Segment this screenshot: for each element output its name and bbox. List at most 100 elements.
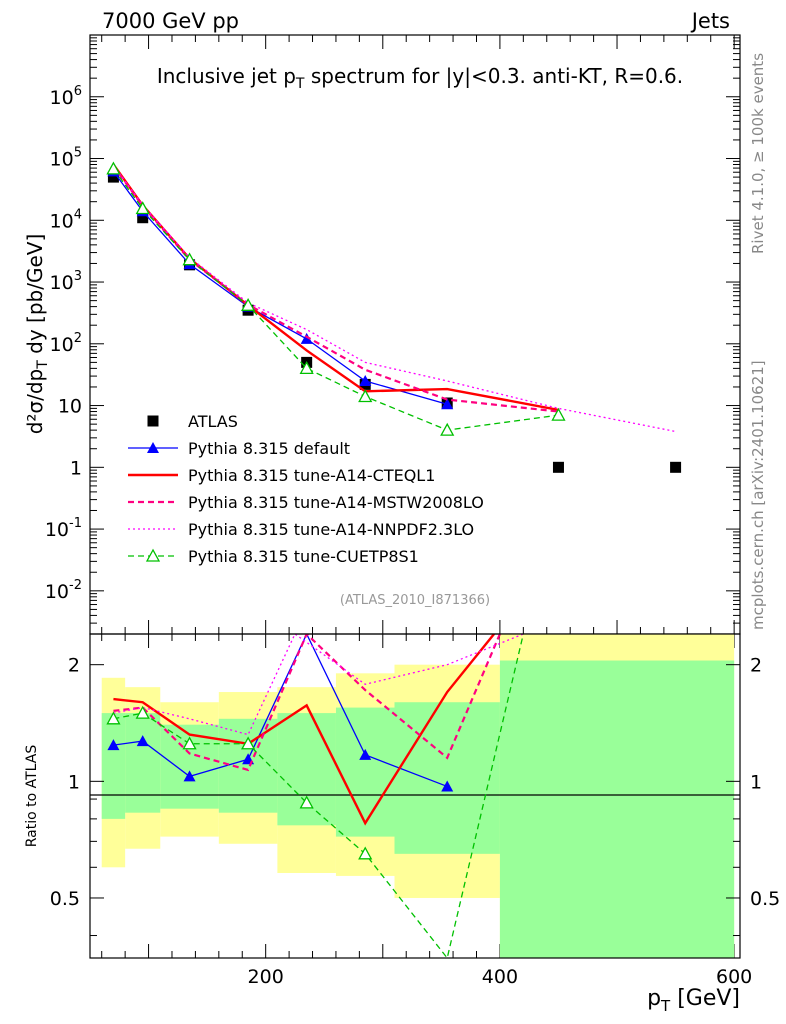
ratio-line	[113, 634, 524, 736]
x-tick-label: 200	[248, 966, 284, 988]
series-pythia-8-315-tune-a14-nnpdf2-3lo	[112, 164, 676, 433]
data-point	[359, 748, 372, 760]
data-point	[107, 171, 119, 183]
band-1sigma	[125, 713, 161, 813]
ratio-y-tick-label: 2	[68, 655, 80, 677]
main-axes: 10-2 10-1 1 10 102 103 104 105 106	[45, 34, 740, 958]
series-line	[112, 165, 559, 413]
data-point	[552, 461, 564, 473]
analysis-tag: (ATLAS_2010_I871366)	[340, 593, 490, 608]
series-pythia-8-315-tune-cuetp8s1	[106, 161, 566, 436]
y-tick-label: 103	[50, 269, 82, 294]
main-plot-panel: 10-2 10-1 1 10 102 103 104 105 106 Inclusive jet…	[23, 34, 741, 958]
legend-label: Pythia 8.315 tune-A14-NNPDF2.3LO	[188, 520, 474, 539]
energy-label: 7000 GeV pp	[102, 9, 239, 33]
ratio-y-tick-label-right: 1	[750, 771, 762, 793]
data-point	[182, 252, 197, 266]
data-point	[241, 297, 256, 311]
legend-entry: ATLAS	[147, 412, 238, 431]
legend-label: Pythia 8.315 tune-CUETP8S1	[188, 547, 419, 566]
series-line	[112, 164, 676, 433]
band-1sigma	[218, 718, 278, 813]
data-point	[358, 846, 373, 860]
x-tick-label: 400	[482, 966, 518, 988]
band-1sigma	[394, 702, 500, 854]
x-axis-label: pT [GeV]	[647, 986, 740, 1015]
data-point	[183, 770, 196, 782]
data-point	[241, 736, 256, 750]
data-point	[359, 374, 372, 386]
series-line	[112, 168, 559, 431]
data-point	[441, 398, 454, 410]
y-tick-label: 1	[70, 457, 82, 479]
ratio-y-tick-label: 0.5	[50, 888, 80, 910]
ratio-series-pythia-8-315-tune-a14-cteql1	[113, 634, 495, 826]
data-point	[106, 161, 121, 175]
x-tick-label: 600	[716, 966, 752, 988]
data-point	[551, 407, 566, 421]
series-pythia-8-315-tune-a14-cteql1	[112, 163, 559, 412]
y-tick-label: 10-2	[45, 578, 82, 603]
y-tick-label: 10-1	[45, 516, 82, 541]
data-point	[182, 736, 197, 750]
legend-entry: Pythia 8.315 tune-CUETP8S1	[128, 547, 419, 566]
y-tick-label: 106	[50, 84, 82, 109]
series-line	[112, 170, 448, 405]
band-1sigma	[101, 713, 126, 819]
legend-entry: Pythia 8.315 tune-A14-CTEQL1	[128, 466, 435, 485]
data-point	[147, 415, 159, 427]
band-1sigma	[335, 707, 395, 837]
ratio-plot-panel: 0.5 0.5 1 1 2 2 200 400 600 Ratio to ATLAS pT [G…	[24, 633, 780, 1015]
y-tick-label: 102	[50, 331, 82, 356]
main-plot-frame	[89, 34, 741, 635]
ratio-y-tick-label: 1	[68, 771, 80, 793]
ratio-uncertainty-bands	[101, 634, 735, 958]
legend-entry: Pythia 8.315 tune-A14-NNPDF2.3LO	[128, 520, 474, 539]
y-axis-label: d²σ/dpT dy [pb/GeV]	[23, 234, 51, 435]
data-point	[145, 548, 161, 562]
ratio-y-tick-label-right: 0.5	[750, 888, 780, 910]
ratio-series-pythia-8-315-tune-a14-nnpdf2-3lo	[113, 634, 524, 736]
series-pythia-8-315-tune-a14-mstw2008lo	[112, 165, 559, 413]
ratio-line	[113, 634, 524, 958]
chart-title: Inclusive jet pT spectrum for |y|<0.3. a…	[157, 64, 683, 92]
process-label: Jets	[690, 9, 730, 33]
legend-entry: Pythia 8.315 default	[128, 439, 350, 458]
series-line	[112, 163, 559, 412]
legend-entry: Pythia 8.315 tune-A14-MSTW2008LO	[128, 493, 484, 512]
band-1sigma	[499, 660, 735, 958]
series-pythia-8-315-default	[107, 165, 454, 410]
data-point	[670, 461, 682, 473]
ratio-line	[113, 634, 501, 772]
data-point	[147, 442, 159, 453]
data-point	[137, 212, 149, 224]
legend-label: Pythia 8.315 tune-A14-MSTW2008LO	[188, 493, 484, 512]
data-point	[299, 795, 314, 809]
y-tick-label: 104	[50, 207, 82, 232]
legend-label: Pythia 8.315 tune-A14-CTEQL1	[188, 466, 435, 485]
data-point	[107, 739, 120, 751]
y-tick-label: 10	[58, 396, 82, 418]
ratio-y-axis-label: Ratio to ATLAS	[24, 745, 40, 848]
y-tick-label: 105	[50, 146, 82, 171]
legend-label: Pythia 8.315 default	[188, 439, 350, 458]
ratio-y-tick-label-right: 2	[750, 655, 762, 677]
data-point	[441, 780, 454, 792]
ratio-line	[113, 634, 495, 826]
mcplots-label: mcplots.cern.ch [arXiv:2401.10621]	[749, 360, 767, 630]
ratio-series-pythia-8-315-tune-a14-mstw2008lo	[113, 634, 501, 772]
rivet-version-label: Rivet 4.1.0, ≥ 100k events	[749, 53, 767, 254]
data-point	[136, 735, 149, 747]
ratio-series-layer	[106, 634, 524, 958]
data-point	[300, 332, 313, 344]
data-point	[299, 361, 314, 375]
legend: ATLAS Pythia 8.315 default Pythia 8.315 tu…	[128, 412, 484, 566]
data-point	[135, 201, 150, 215]
data-point	[440, 422, 455, 436]
data-point	[358, 389, 373, 403]
data-point	[106, 711, 121, 725]
data-point	[135, 705, 150, 719]
legend-label: ATLAS	[188, 412, 238, 431]
ratio-axes: 0.5 0.5 1 1 2 2 200 400 600	[50, 655, 780, 988]
